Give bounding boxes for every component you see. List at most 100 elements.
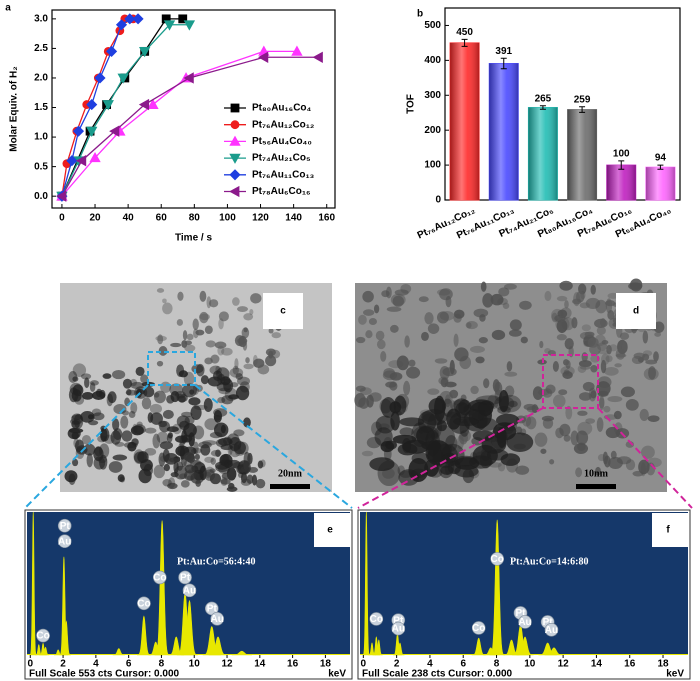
marker bbox=[89, 151, 101, 163]
x-tick-label: 6 bbox=[126, 659, 132, 670]
particle bbox=[178, 395, 186, 403]
particle bbox=[168, 477, 176, 489]
particle bbox=[135, 366, 145, 376]
particle bbox=[647, 415, 660, 423]
particle bbox=[102, 373, 112, 379]
peak-label: Au bbox=[545, 625, 558, 636]
particle bbox=[268, 327, 274, 334]
particle bbox=[596, 417, 604, 432]
particle bbox=[373, 304, 380, 314]
x-tick-label: 80 bbox=[189, 213, 201, 224]
particle bbox=[406, 366, 421, 379]
particle bbox=[362, 290, 374, 303]
particle bbox=[396, 355, 409, 371]
particle bbox=[205, 340, 216, 348]
particle bbox=[388, 360, 404, 369]
particle bbox=[462, 468, 475, 484]
particle bbox=[243, 417, 251, 428]
particle bbox=[228, 394, 240, 400]
particle bbox=[544, 290, 552, 302]
marker bbox=[229, 135, 241, 146]
particle bbox=[221, 472, 231, 480]
error-bar bbox=[579, 106, 586, 113]
x-tick-label: 160 bbox=[318, 213, 335, 224]
panel-label: a bbox=[5, 3, 11, 14]
peak-label: Pt bbox=[393, 615, 404, 626]
particle bbox=[497, 297, 508, 306]
peak-label-badge bbox=[369, 612, 384, 626]
particle bbox=[404, 335, 410, 348]
x-tick-label: 16 bbox=[624, 659, 636, 670]
particle bbox=[218, 311, 229, 322]
particle bbox=[156, 288, 165, 293]
particle bbox=[217, 397, 226, 404]
scale-bar-label: 20nm bbox=[278, 468, 303, 479]
y-tick-label: 1.0 bbox=[34, 132, 48, 143]
particle bbox=[459, 420, 470, 437]
panel-label: f bbox=[666, 525, 670, 536]
particle bbox=[549, 459, 555, 465]
particle bbox=[204, 325, 213, 335]
peak-label: Co bbox=[153, 573, 166, 584]
particle bbox=[80, 411, 95, 423]
particle bbox=[163, 463, 170, 472]
marker bbox=[183, 20, 196, 31]
peak-label-badge bbox=[471, 621, 486, 635]
particle bbox=[83, 443, 96, 456]
x-axis-label: Time / s bbox=[175, 233, 212, 244]
particle bbox=[559, 280, 573, 291]
particle bbox=[144, 448, 157, 456]
particle bbox=[243, 460, 249, 471]
particle bbox=[156, 360, 164, 367]
particle bbox=[619, 332, 630, 340]
peak-label-badge bbox=[36, 628, 50, 643]
particle bbox=[408, 359, 416, 367]
peak-label: Au bbox=[392, 624, 405, 635]
particle bbox=[91, 408, 102, 417]
particle bbox=[193, 328, 199, 339]
particle bbox=[113, 404, 127, 415]
particle bbox=[439, 288, 453, 301]
particle bbox=[195, 479, 202, 487]
particle bbox=[498, 287, 510, 297]
particle bbox=[427, 323, 440, 334]
error-bar bbox=[539, 105, 546, 110]
peak-label: Co bbox=[491, 554, 504, 565]
value-label: 391 bbox=[495, 46, 512, 57]
particle bbox=[369, 392, 382, 402]
particle bbox=[184, 464, 196, 474]
peak-label: Co bbox=[137, 598, 150, 609]
legend-label: Pt₈₀Au₁₆Co₄ bbox=[252, 103, 312, 114]
particle bbox=[605, 355, 613, 363]
y-tick-label: 500 bbox=[424, 20, 441, 31]
particle bbox=[453, 333, 459, 347]
particle bbox=[575, 467, 583, 478]
particle bbox=[645, 359, 658, 365]
bar-shade bbox=[450, 42, 480, 201]
particle bbox=[399, 417, 425, 427]
particle bbox=[204, 357, 213, 365]
particle bbox=[223, 378, 234, 393]
y-tick-label: 2.5 bbox=[34, 43, 48, 54]
particle bbox=[152, 433, 161, 449]
particle bbox=[381, 290, 390, 298]
particle bbox=[194, 453, 200, 461]
particle bbox=[519, 300, 532, 310]
particle bbox=[389, 381, 398, 391]
particle bbox=[453, 313, 462, 323]
particle bbox=[140, 374, 149, 384]
y-tick-label: 2.0 bbox=[34, 73, 48, 84]
particle bbox=[181, 411, 193, 418]
particle bbox=[144, 427, 157, 434]
peak-label: Co bbox=[370, 614, 383, 625]
particle bbox=[653, 351, 659, 362]
error-bar bbox=[618, 160, 625, 170]
particle bbox=[532, 386, 544, 400]
marker bbox=[86, 126, 98, 137]
particle bbox=[257, 460, 264, 469]
particle bbox=[182, 330, 188, 341]
particle bbox=[162, 409, 174, 419]
particle bbox=[393, 395, 407, 416]
legend-label: Pt₇₄Au₂₁Co₅ bbox=[252, 153, 311, 164]
peak bbox=[489, 519, 505, 656]
